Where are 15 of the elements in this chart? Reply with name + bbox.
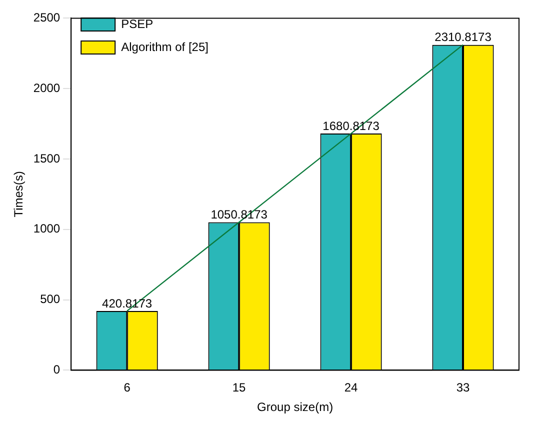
y-tick-label: 0 xyxy=(53,362,60,377)
x-axis-title: Group size(m) xyxy=(257,400,334,414)
y-tick-label: 1500 xyxy=(33,151,60,166)
x-tick-label: 24 xyxy=(344,380,358,395)
y-tick-label: 2000 xyxy=(33,80,60,95)
x-tick-label: 33 xyxy=(456,380,470,395)
data-label: 2310.8173 xyxy=(434,30,492,44)
y-axis-title: Times(s) xyxy=(12,171,26,218)
y-tick-label: 2500 xyxy=(33,10,60,25)
legend-label: PSEP xyxy=(121,16,154,31)
y-tick-label: 500 xyxy=(40,292,60,306)
x-tick-label: 6 xyxy=(124,380,131,395)
y-tick-label: 1000 xyxy=(33,222,60,236)
legend-label: Algorithm of [25] xyxy=(121,40,208,54)
x-tick-label: 15 xyxy=(232,380,246,395)
